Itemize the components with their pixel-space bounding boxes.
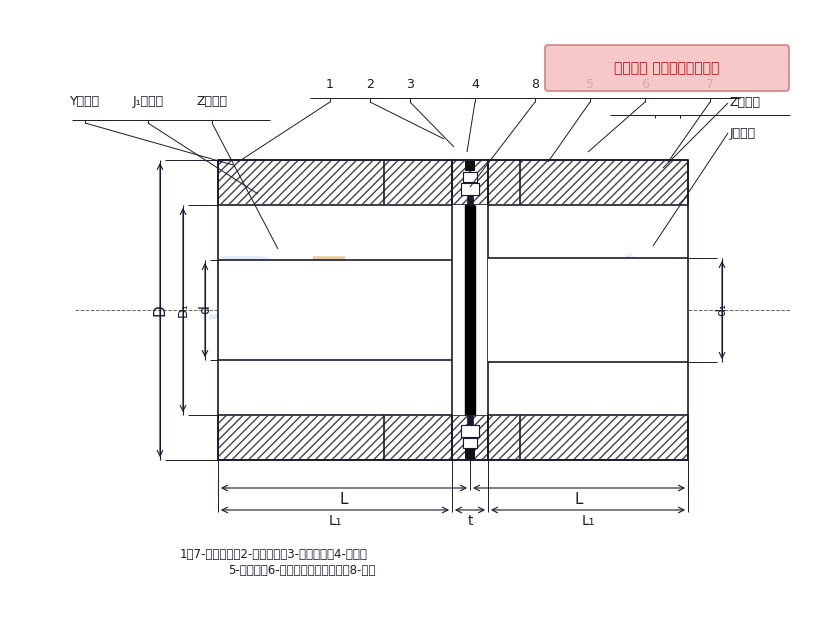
Bar <box>463 438 477 448</box>
Bar <box>452 415 488 460</box>
Text: Z型轴孔: Z型轴孔 <box>730 96 761 110</box>
Text: J₁型轴孔: J₁型轴孔 <box>133 95 164 108</box>
Text: 5-支撑座；6-六角头铰制孔用螺栓；8-膜片: 5-支撑座；6-六角头铰制孔用螺栓；8-膜片 <box>228 564 375 578</box>
Bar <box>218 160 452 205</box>
Text: L: L <box>302 253 363 337</box>
Text: Ro: Ro <box>210 253 339 337</box>
Bar <box>461 183 479 195</box>
Bar <box>463 438 477 448</box>
Text: 1、7-半联轴器；2-扣紧螺母；3-六角螺母；4-隔圈；: 1、7-半联轴器；2-扣紧螺母；3-六角螺母；4-隔圈； <box>180 547 368 561</box>
Text: J型轴孔: J型轴孔 <box>730 127 756 139</box>
Text: Z型轴孔: Z型轴孔 <box>197 95 228 108</box>
Text: L: L <box>339 491 349 507</box>
Text: L₁: L₁ <box>328 514 342 528</box>
Text: on: on <box>332 253 452 337</box>
Bar <box>488 160 688 205</box>
Text: 1: 1 <box>326 79 334 91</box>
Text: ®: ® <box>622 253 634 266</box>
Bar <box>218 415 452 460</box>
Bar <box>461 425 479 437</box>
Text: L₁: L₁ <box>581 514 595 528</box>
Text: 版权所有 侵权必被严厉追究: 版权所有 侵权必被严厉追究 <box>614 61 720 75</box>
Text: t: t <box>467 514 473 528</box>
FancyBboxPatch shape <box>545 45 789 91</box>
Text: d₁: d₁ <box>716 304 728 316</box>
Bar <box>452 160 488 205</box>
Text: 3: 3 <box>406 79 414 91</box>
Text: 2: 2 <box>366 79 374 91</box>
Text: 6: 6 <box>641 79 649 91</box>
Bar <box>452 160 488 205</box>
Bar <box>55 55 785 540</box>
Text: L: L <box>575 491 583 507</box>
Bar <box>463 172 477 182</box>
Bar <box>467 177 473 205</box>
Bar <box>218 260 452 360</box>
Text: D: D <box>153 304 167 316</box>
Bar <box>488 415 688 460</box>
Text: d: d <box>198 306 212 314</box>
Bar <box>461 425 479 437</box>
Text: 8: 8 <box>531 79 539 91</box>
Bar <box>218 415 452 460</box>
Bar <box>461 183 479 195</box>
Bar <box>218 160 452 205</box>
Bar <box>452 415 488 460</box>
Bar <box>465 449 475 459</box>
Bar <box>465 205 475 415</box>
Bar <box>488 160 688 205</box>
Text: 4: 4 <box>471 79 479 91</box>
Bar <box>488 258 688 362</box>
Text: 7: 7 <box>706 79 714 91</box>
Bar <box>465 161 475 171</box>
Bar <box>467 415 473 443</box>
Bar <box>488 415 688 460</box>
Text: 5: 5 <box>586 79 594 91</box>
Text: D₁: D₁ <box>176 302 190 318</box>
Text: Y型轴孔: Y型轴孔 <box>70 95 100 108</box>
Bar <box>452 205 488 415</box>
Bar <box>463 172 477 182</box>
